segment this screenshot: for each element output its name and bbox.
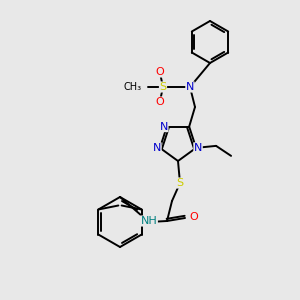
Text: O: O bbox=[189, 212, 198, 222]
Text: N: N bbox=[186, 82, 194, 92]
Text: O: O bbox=[156, 67, 164, 77]
Text: CH₃: CH₃ bbox=[124, 82, 142, 92]
Text: NH: NH bbox=[141, 216, 158, 226]
Text: N: N bbox=[153, 143, 161, 153]
Text: S: S bbox=[159, 82, 167, 92]
Text: N: N bbox=[194, 143, 202, 153]
Text: O: O bbox=[156, 97, 164, 107]
Text: N: N bbox=[160, 122, 168, 132]
Text: S: S bbox=[176, 178, 184, 188]
